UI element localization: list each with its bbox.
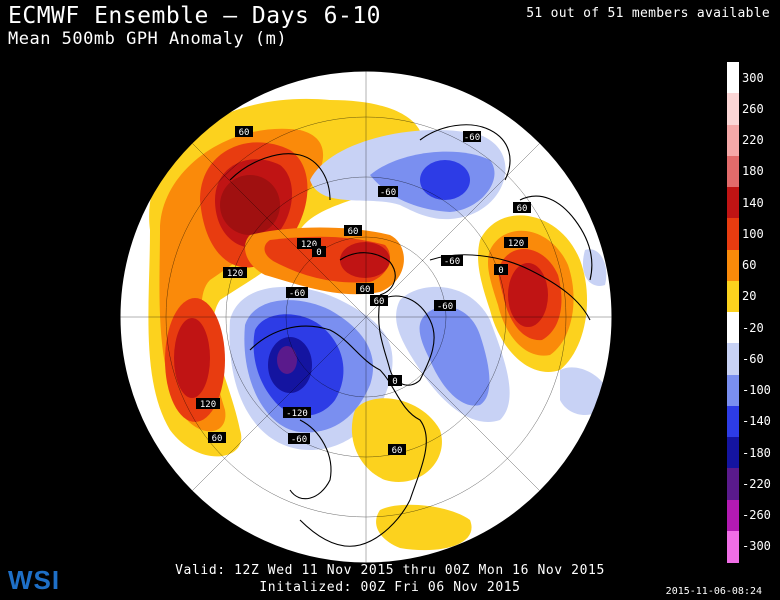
legend-label: -60 bbox=[742, 351, 764, 366]
legend-label: 140 bbox=[742, 195, 764, 210]
contour-label: -60 bbox=[441, 255, 463, 267]
svg-text:0: 0 bbox=[316, 248, 321, 258]
valid-time: Valid: 12Z Wed 11 Nov 2015 thru 00Z Mon … bbox=[175, 563, 605, 578]
legend-label: 300 bbox=[742, 70, 764, 85]
svg-text:-120: -120 bbox=[286, 409, 308, 419]
contour-label: -60 bbox=[434, 300, 456, 312]
legend-label: -180 bbox=[742, 445, 771, 460]
svg-text:120: 120 bbox=[508, 239, 524, 249]
svg-text:0: 0 bbox=[498, 266, 503, 276]
contour-lines bbox=[120, 71, 612, 563]
legend-label: -100 bbox=[742, 383, 771, 398]
contour-labels: 60 -60 -60 60 120 60 120 -60 60 60 -60 1… bbox=[196, 126, 531, 456]
contour-label: -120 bbox=[283, 407, 311, 419]
contour-label: 120 bbox=[196, 398, 220, 410]
contour-label: 60 bbox=[356, 283, 374, 295]
legend-label: 20 bbox=[742, 289, 757, 304]
legend-label: -260 bbox=[742, 508, 771, 523]
contour-label: 0 bbox=[312, 246, 326, 258]
legend-swatch bbox=[727, 93, 739, 126]
timestamp: 2015-11-06-08:24 bbox=[665, 586, 762, 597]
contour-label: 120 bbox=[223, 267, 247, 279]
legend-label: 180 bbox=[742, 164, 764, 179]
anomaly-shading bbox=[148, 98, 610, 551]
contour-label: 60 bbox=[344, 225, 362, 237]
legend-swatch bbox=[727, 343, 739, 376]
legend-label: -300 bbox=[742, 539, 771, 554]
legend-swatch bbox=[727, 468, 739, 501]
legend-label: -140 bbox=[742, 414, 771, 429]
svg-text:60: 60 bbox=[239, 128, 250, 138]
contour-label: -60 bbox=[288, 433, 310, 445]
contour-label: 60 bbox=[370, 295, 388, 307]
legend-label: 220 bbox=[742, 133, 764, 148]
svg-text:-60: -60 bbox=[437, 302, 453, 312]
legend-label: -20 bbox=[742, 320, 764, 335]
svg-text:60: 60 bbox=[374, 297, 385, 307]
page-title: ECMWF Ensemble – Days 6-10 bbox=[8, 3, 382, 29]
legend-swatch bbox=[727, 530, 739, 563]
legend-label: -220 bbox=[742, 476, 771, 491]
legend-swatch bbox=[727, 187, 739, 220]
init-time: Initalized: 00Z Fri 06 Nov 2015 bbox=[259, 580, 521, 595]
legend-swatch bbox=[727, 437, 739, 470]
svg-text:-60: -60 bbox=[444, 257, 460, 267]
contour-label: -60 bbox=[463, 131, 481, 143]
legend-swatch bbox=[727, 62, 739, 95]
legend-label: 60 bbox=[742, 258, 757, 273]
contour-label: 120 bbox=[504, 237, 528, 249]
contour-label: 60 bbox=[388, 444, 406, 456]
legend-swatch bbox=[727, 374, 739, 407]
legend-swatch bbox=[727, 499, 739, 532]
svg-text:60: 60 bbox=[360, 285, 371, 295]
legend-swatch bbox=[727, 280, 739, 313]
svg-text:0: 0 bbox=[392, 377, 397, 387]
legend-label: 100 bbox=[742, 226, 764, 241]
contour-label: 120 bbox=[297, 238, 321, 250]
members-count: 51 out of 51 members available bbox=[526, 6, 770, 21]
contour-label: 0 bbox=[388, 375, 402, 387]
svg-text:120: 120 bbox=[227, 269, 243, 279]
legend-swatch bbox=[727, 218, 739, 251]
page-subtitle: Mean 500mb GPH Anomaly (m) bbox=[8, 29, 288, 49]
svg-text:-60: -60 bbox=[464, 133, 480, 143]
contour-label: -60 bbox=[286, 287, 308, 299]
contour-label: -60 bbox=[378, 186, 398, 198]
svg-text:60: 60 bbox=[517, 204, 528, 214]
svg-text:120: 120 bbox=[301, 240, 317, 250]
legend-swatch bbox=[727, 312, 739, 345]
legend-swatch bbox=[727, 155, 739, 188]
contour-label: 60 bbox=[513, 202, 531, 214]
svg-text:60: 60 bbox=[212, 434, 223, 444]
legend-swatch bbox=[727, 249, 739, 282]
contour-label: 60 bbox=[208, 432, 226, 444]
legend-swatch bbox=[727, 405, 739, 438]
wsi-logo: WSI bbox=[8, 565, 61, 595]
svg-text:120: 120 bbox=[200, 400, 216, 410]
svg-text:60: 60 bbox=[392, 446, 403, 456]
color-legend: 300 260 220 180 140 100 60 20 -20 -60 -100 -140 -180… bbox=[724, 62, 772, 563]
legend-label: 260 bbox=[742, 101, 764, 116]
legend-swatch bbox=[727, 124, 739, 157]
svg-text:60: 60 bbox=[348, 227, 359, 237]
contour-label: 0 bbox=[494, 264, 508, 276]
svg-text:-60: -60 bbox=[289, 289, 305, 299]
svg-text:-60: -60 bbox=[291, 435, 307, 445]
svg-text:-60: -60 bbox=[380, 188, 396, 198]
contour-label: 60 bbox=[235, 126, 253, 138]
